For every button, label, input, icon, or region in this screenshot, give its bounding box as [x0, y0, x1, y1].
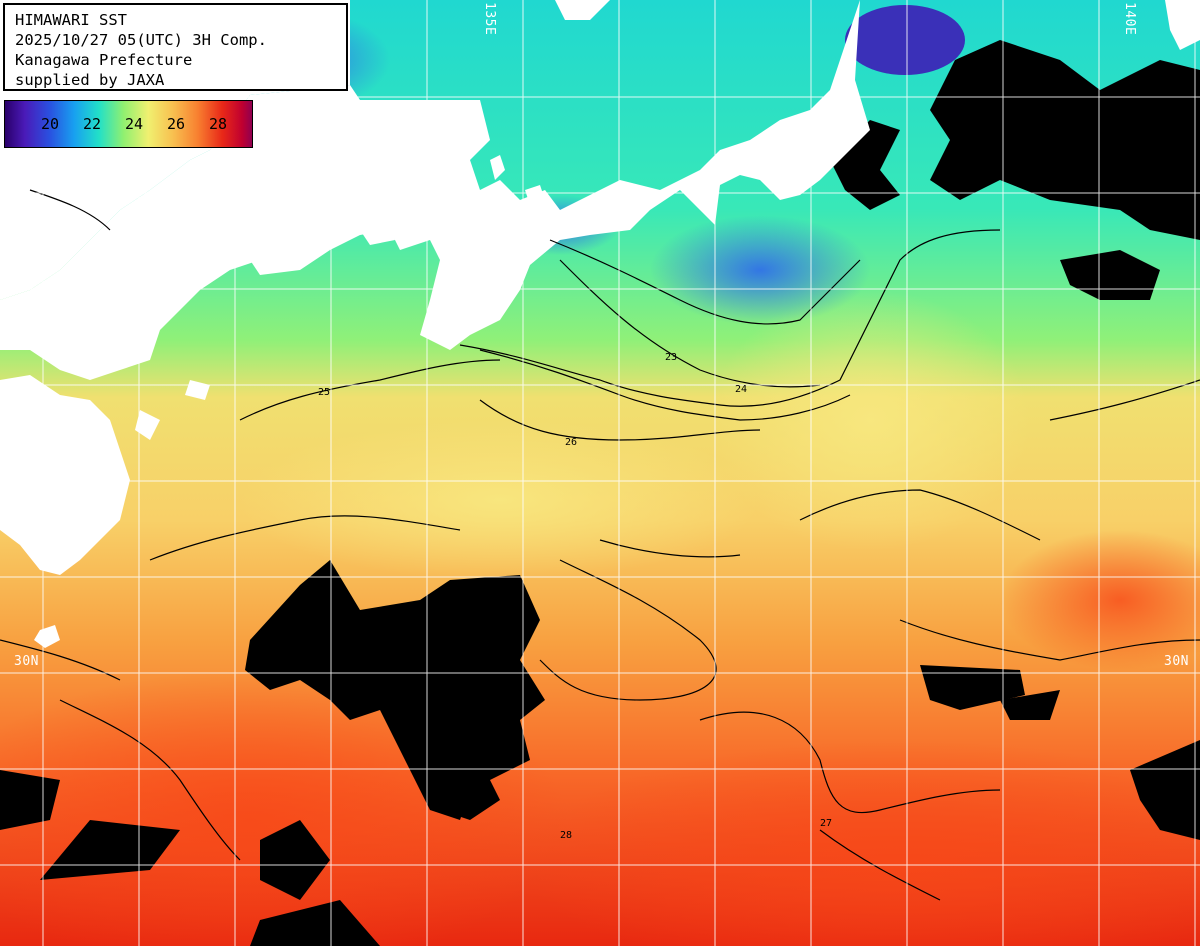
warm-tongue-patch [710, 290, 1030, 550]
latitude-label-left: 30N [14, 654, 39, 669]
longitude-label-top-right: 140E [1122, 2, 1137, 36]
contour-value-labels: 23 24 25 26 27 28 [318, 352, 832, 841]
legend-tick: 24 [124, 115, 144, 133]
legend-tick: 20 [40, 115, 60, 133]
legend-tick: 28 [208, 115, 228, 133]
timestamp-label: 2025/10/27 05(UTC) 3H Comp. [15, 31, 267, 49]
cool-water-patch [845, 5, 965, 75]
contour-label: 25 [318, 387, 330, 398]
sst-color-legend: 20 22 24 26 28 [4, 100, 253, 148]
contour-label: 28 [560, 830, 572, 841]
longitude-label-top-left: 135E [482, 2, 497, 36]
contour-label: 24 [735, 384, 747, 395]
contour-label: 26 [565, 437, 577, 448]
contour-label: 23 [665, 352, 677, 363]
region-label: Kanagawa Prefecture [15, 51, 193, 69]
product-title: HIMAWARI SST [15, 11, 127, 29]
map-info-box: HIMAWARI SST 2025/10/27 05(UTC) 3H Comp.… [3, 3, 348, 91]
latitude-label-right: 30N [1164, 654, 1189, 669]
warm-tongue-patch [240, 420, 760, 580]
warm-water-patch [520, 740, 1200, 946]
legend-tick: 26 [166, 115, 186, 133]
warm-water-patch [1000, 530, 1200, 670]
source-credit: supplied by JAXA [15, 71, 165, 89]
cool-water-patch [650, 215, 870, 325]
contour-label: 27 [820, 818, 832, 829]
legend-tick: 22 [82, 115, 102, 133]
